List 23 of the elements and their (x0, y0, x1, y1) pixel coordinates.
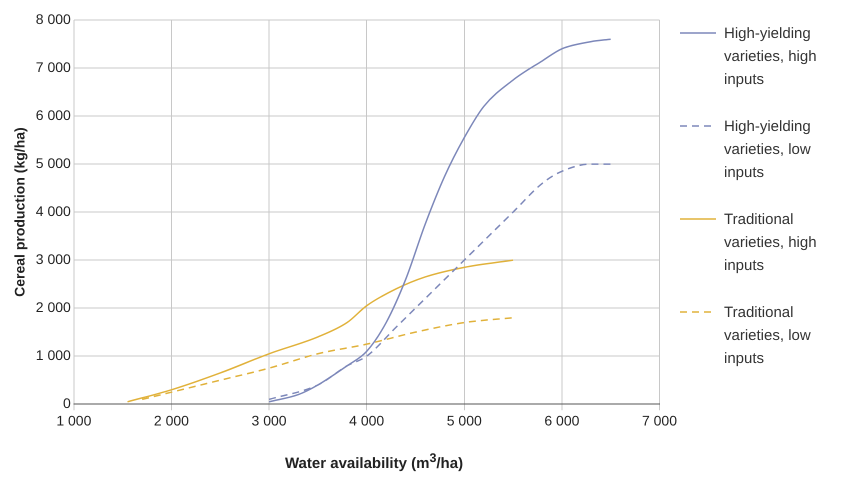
x-tick-label: 4 000 (349, 412, 384, 428)
x-axis-title: Water availability (m$^{3}$/ha) (284, 451, 464, 472)
line-series (126, 259, 514, 403)
x-tick-label: 2 000 (154, 412, 190, 428)
x-tick-label: 3 000 (252, 412, 287, 428)
y-axis-title: Cereal production (kg/ha) (11, 127, 28, 297)
x-tick-label: 5 000 (446, 412, 482, 428)
x-tick-label: 7 000 (642, 412, 678, 428)
y-tick-label: 1 000 (36, 347, 72, 364)
legend-label: High-yielding varieties, high inputs (724, 24, 818, 90)
legend-label: Traditional varieties, high inputs (724, 210, 818, 276)
y-tick-label: 3 000 (36, 250, 72, 267)
y-tick-label: 5 000 (36, 154, 72, 171)
y-tick-label: 4 000 (36, 202, 72, 219)
y-tick-label: 6 000 (36, 106, 72, 123)
legend-label: High-yielding varieties, low inputs (724, 117, 812, 183)
y-tick-label: 7 000 (36, 58, 72, 75)
x-tick-label: 6 000 (544, 412, 580, 428)
y-tick-label: 2 000 (36, 299, 72, 316)
y-tick-label: 0 (63, 395, 72, 412)
x-tick-label: 1 000 (56, 412, 92, 428)
legend-label: Traditional varieties, low inputs (724, 303, 812, 369)
y-tick-label: 8 000 (36, 10, 72, 27)
